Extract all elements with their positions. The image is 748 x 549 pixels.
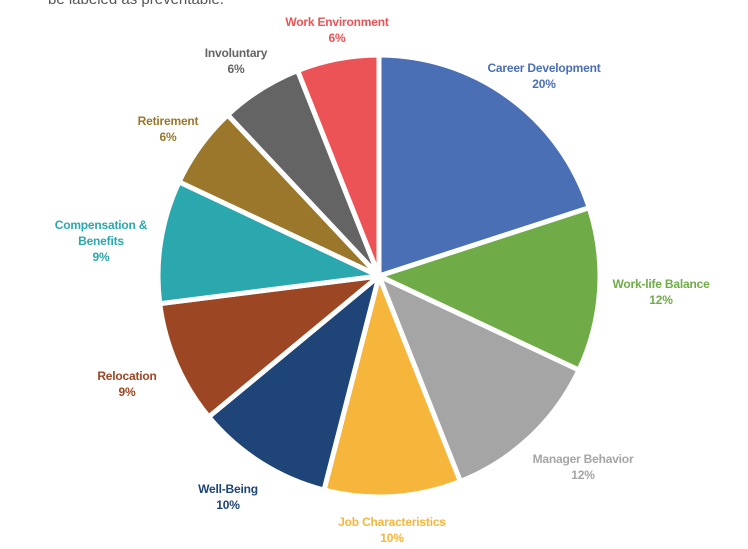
slice-label-percent: 12% — [571, 468, 595, 482]
slice-label-name: Work-life Balance — [612, 277, 710, 291]
slice-label-work-life-balance: Work-life Balance 12% — [612, 276, 709, 308]
clipped-intro-text: be labeled as preventable. — [48, 0, 224, 8]
slice-label-involuntary: Involuntary 6% — [204, 45, 268, 77]
slice-label-work-environment: Work Environment 6% — [285, 14, 388, 46]
slice-label-percent: 6% — [227, 62, 245, 76]
pie-slice-work-environment — [295, 52, 382, 279]
slice-label-name: Manager Behavior — [532, 452, 634, 466]
slice-label-job-characteristics: Job Characteristics 10% — [338, 514, 446, 546]
slice-label-name: Compensation & — [54, 218, 148, 232]
slice-label-name: Relocation — [97, 369, 157, 383]
slice-label-percent: 9% — [118, 385, 136, 399]
slice-label-percent: 9% — [92, 250, 110, 264]
slice-label-percent: 10% — [380, 531, 404, 545]
slice-label-name: Involuntary — [204, 46, 268, 60]
slice-label-name: Job Characteristics — [338, 515, 446, 529]
pie-slice-well-being — [206, 273, 382, 493]
pie-slice-relocation — [157, 273, 382, 420]
slice-label-relocation: Relocation 9% — [97, 368, 157, 400]
slice-label-name: Well-Being — [198, 482, 258, 496]
pie-slice-manager-behavior — [376, 273, 582, 484]
pie-slice-compensation-benefits — [155, 179, 382, 307]
pie-slice-career-development — [376, 52, 592, 279]
slice-label-percent: 20% — [532, 77, 556, 91]
slice-label-career-development: Career Development 20% — [487, 60, 600, 92]
pie-slice-work-life-balance — [376, 205, 603, 373]
slice-label-well-being: Well-Being 10% — [198, 481, 258, 513]
slice-label-name: Work Environment — [285, 15, 389, 29]
slice-label-percent: 10% — [216, 498, 240, 512]
slice-label-percent: 12% — [649, 293, 673, 307]
slice-label-percent: 6% — [159, 130, 177, 144]
pie-slice-job-characteristics — [321, 273, 463, 500]
slice-label-compensation-benefits: Compensation & Benefits 9% — [55, 217, 148, 265]
slice-label-manager-behavior: Manager Behavior 12% — [533, 451, 634, 483]
slice-label-name: Career Development — [487, 61, 601, 75]
slice-label-retirement: Retirement 6% — [138, 113, 199, 145]
slice-label-percent: 6% — [328, 31, 346, 45]
slice-label-name: Retirement — [137, 114, 199, 128]
slice-label-name: Benefits — [78, 234, 124, 248]
